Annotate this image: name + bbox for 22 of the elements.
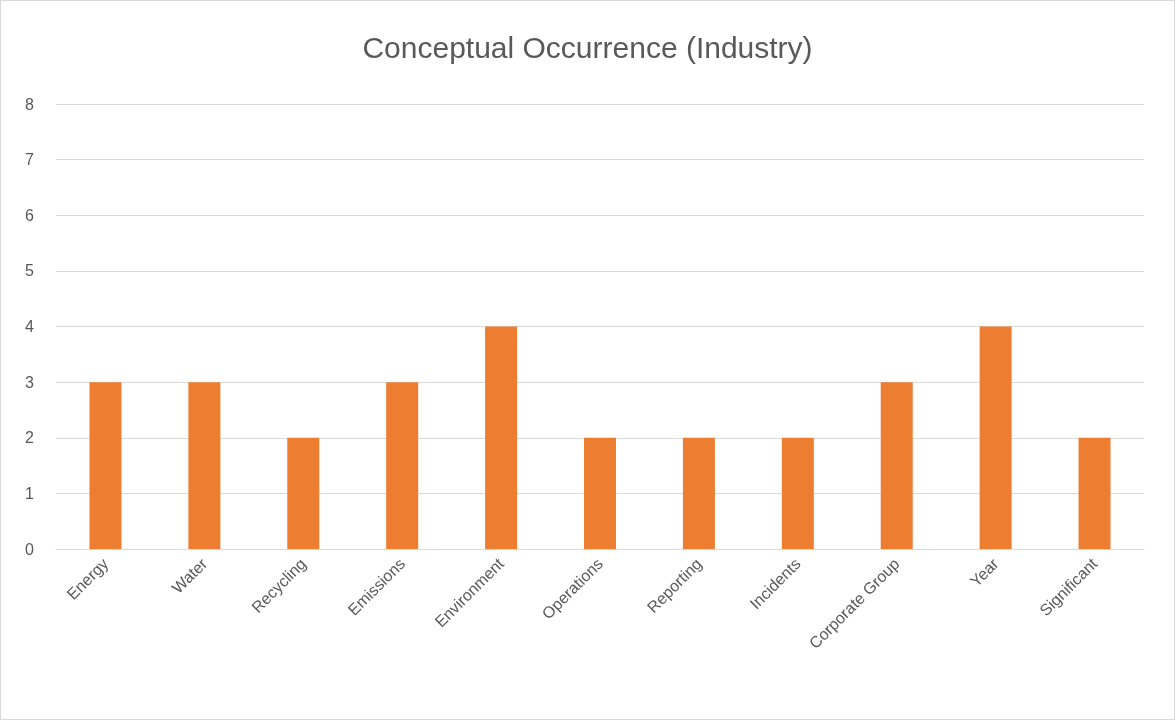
bar [979,326,1012,549]
bar [584,437,616,549]
y-tick-label: 4 [25,318,35,335]
bar [682,437,715,549]
chart-title: Conceptual Occurrence (Industry) [362,30,813,64]
bar [1078,437,1111,549]
y-tick-label: 1 [25,484,35,502]
y-tick-label: 8 [25,95,35,113]
y-tick-label: 0 [25,540,35,558]
bar [188,382,221,549]
y-tick-label: 6 [25,206,35,224]
y-tick-label: 3 [25,373,35,391]
bar [880,382,913,549]
bar [287,437,320,549]
y-tick-label: 7 [25,151,35,169]
y-tick-label: 2 [25,429,35,447]
bar [485,326,518,549]
x-tick-label: Year [966,554,1003,590]
y-tick-label: 5 [25,262,35,280]
bar [89,382,122,549]
bar [386,382,419,549]
bar [781,437,814,549]
